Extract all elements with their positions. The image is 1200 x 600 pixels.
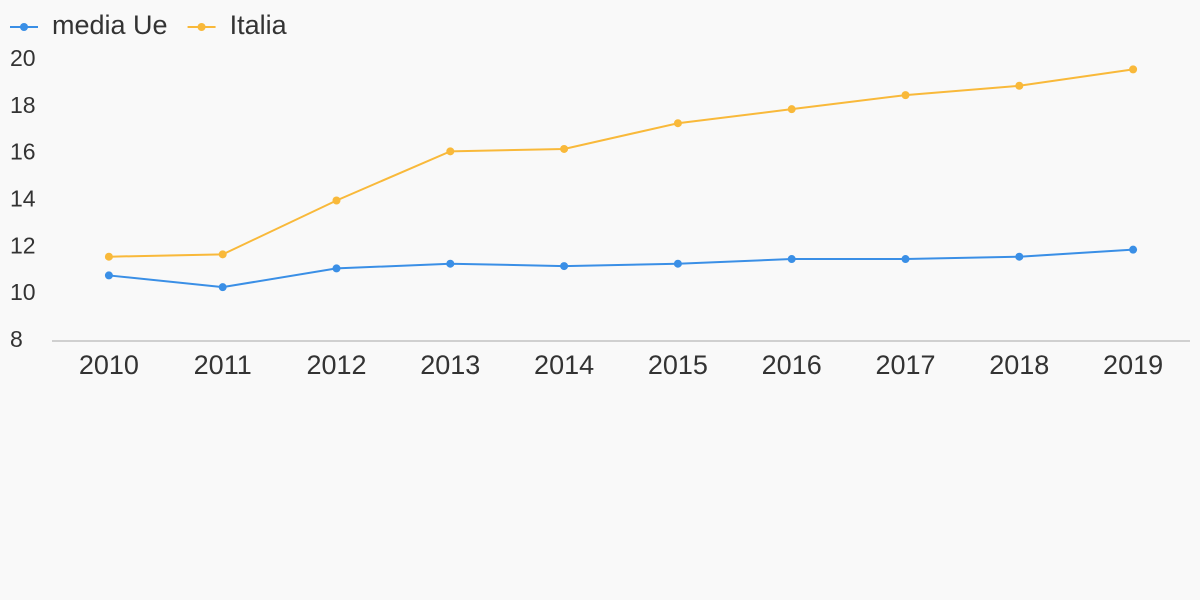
y-tick-label: 16 <box>10 139 36 165</box>
y-tick-label: 18 <box>10 92 36 118</box>
data-point <box>1015 252 1024 261</box>
data-point <box>560 262 569 271</box>
y-tick-label: 14 <box>10 186 36 212</box>
x-tick-label: 2017 <box>875 350 935 380</box>
x-tick-label: 2016 <box>762 350 822 380</box>
y-tick-label: 10 <box>10 279 36 305</box>
data-point <box>218 283 227 292</box>
data-point <box>446 259 455 268</box>
series-line <box>108 68 1134 258</box>
y-tick-label: 8 <box>10 326 23 352</box>
data-point <box>332 264 341 273</box>
data-point <box>332 196 341 205</box>
x-tick-label: 2012 <box>306 350 366 380</box>
data-point <box>787 105 796 114</box>
legend-marker <box>20 23 28 31</box>
data-point <box>1015 81 1024 90</box>
data-point <box>560 144 569 153</box>
data-point <box>673 259 682 268</box>
legend-marker <box>197 23 206 31</box>
x-tick-label: 2013 <box>420 350 480 380</box>
data-point <box>446 147 455 156</box>
data-point <box>104 271 113 280</box>
x-tick-label: 2019 <box>1103 350 1163 380</box>
data-point <box>787 255 796 264</box>
series-line <box>108 248 1134 289</box>
x-tick-label: 2014 <box>534 350 594 380</box>
x-tick-label: 2018 <box>989 350 1049 380</box>
data-point <box>901 255 910 264</box>
data-point <box>1129 65 1138 74</box>
x-tick-label: 2015 <box>648 350 708 380</box>
data-point <box>673 119 682 128</box>
x-tick-label: 2010 <box>79 350 139 380</box>
data-point <box>218 250 227 259</box>
legend-label: Italia <box>230 10 288 40</box>
x-tick-label: 2011 <box>194 350 252 380</box>
data-point <box>104 252 113 261</box>
legend-label: media Ue <box>52 10 168 40</box>
y-tick-label: 20 <box>10 45 36 71</box>
data-point <box>1129 245 1138 254</box>
y-tick-label: 12 <box>10 232 36 258</box>
data-point <box>901 91 910 100</box>
